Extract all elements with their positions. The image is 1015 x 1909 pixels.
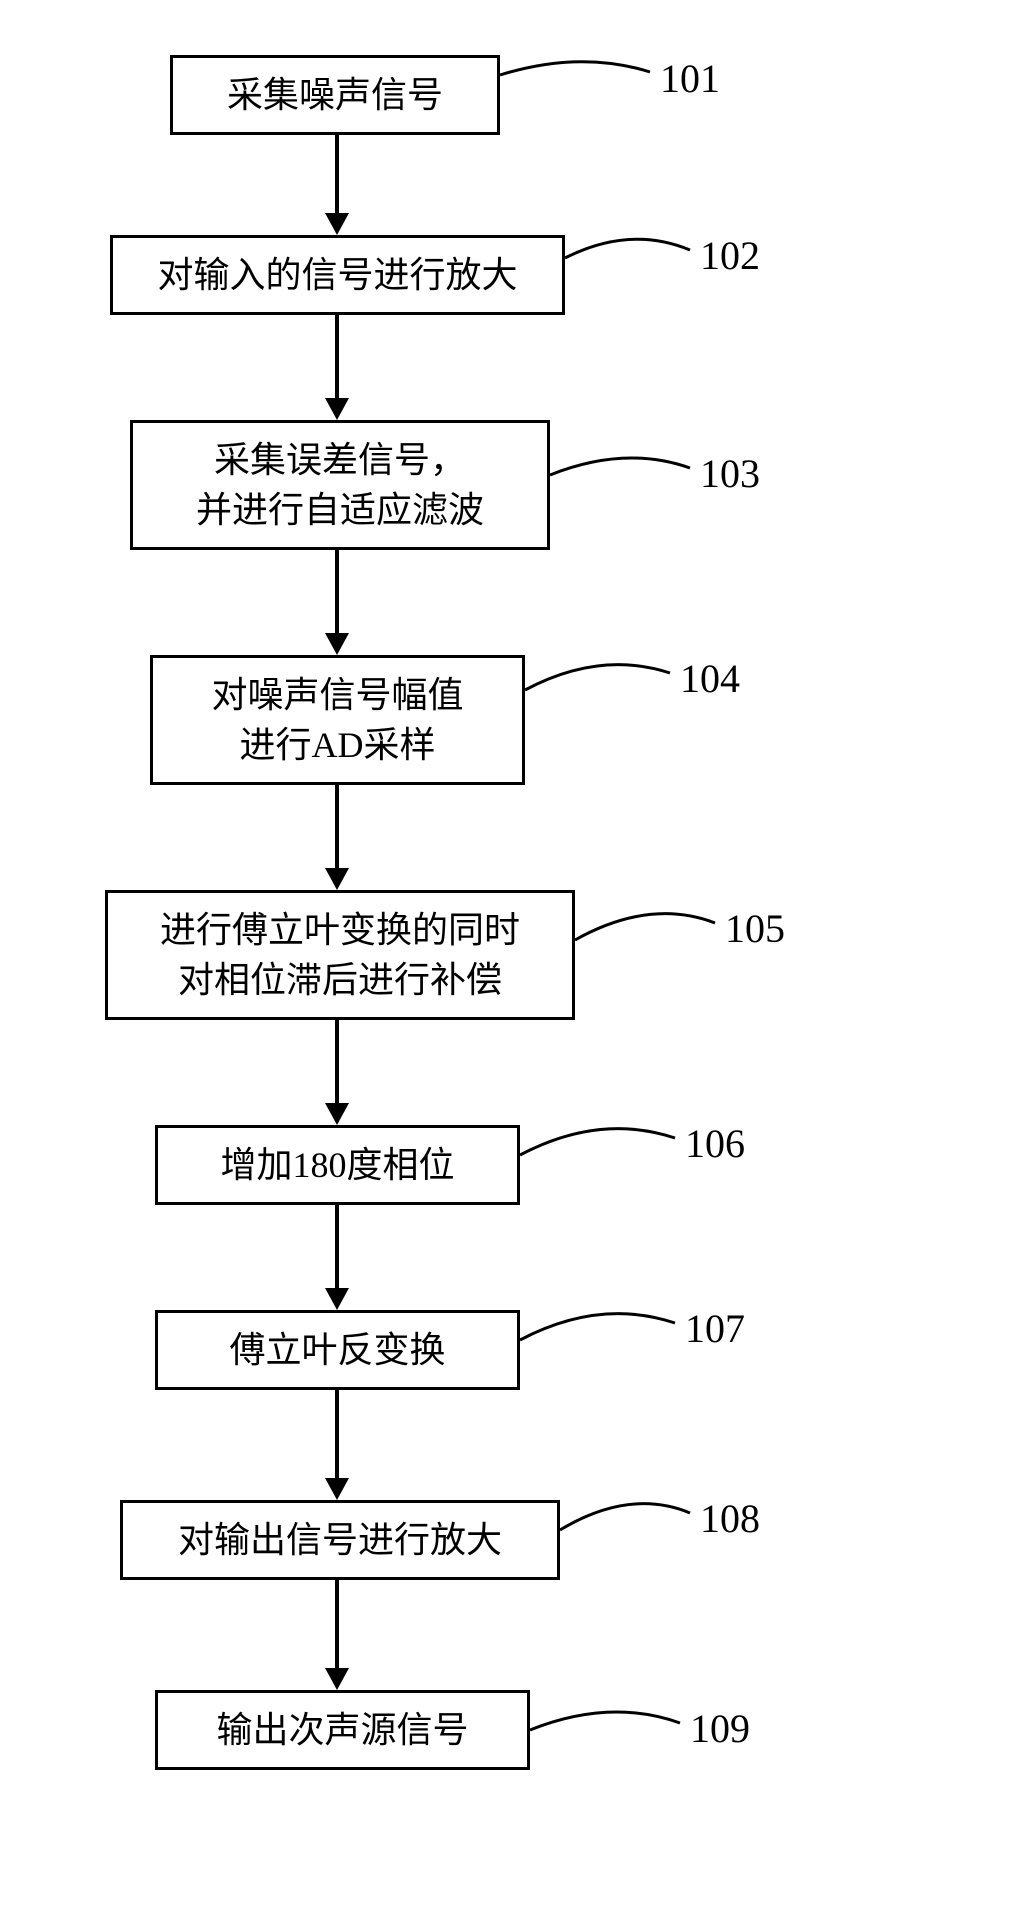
label-104: 104 (680, 655, 740, 702)
arrow-head-5 (325, 1103, 349, 1125)
arrow-5 (335, 1020, 339, 1103)
node-text: 傅立叶反变换 (229, 1325, 445, 1375)
label-109: 109 (690, 1705, 750, 1752)
arrow-4 (335, 785, 339, 868)
arrow-6 (335, 1205, 339, 1288)
node-text: 增加180度相位 (220, 1140, 454, 1190)
node-109: 输出次声源信号 (155, 1690, 530, 1770)
node-106: 增加180度相位 (155, 1125, 520, 1205)
node-text: 输出次声源信号 (216, 1705, 468, 1755)
node-104: 对噪声信号幅值 进行AD采样 (150, 655, 525, 785)
arrow-head-2 (325, 398, 349, 420)
arrow-head-1 (325, 213, 349, 235)
node-105: 进行傅立叶变换的同时 对相位滞后进行补偿 (105, 890, 575, 1020)
node-108: 对输出信号进行放大 (120, 1500, 560, 1580)
label-101: 101 (660, 55, 720, 102)
flowchart-container: 采集噪声信号 101 对输入的信号进行放大 102 采集误差信号， 并进行自适应… (0, 0, 1015, 1909)
arrow-head-3 (325, 633, 349, 655)
label-108: 108 (700, 1495, 760, 1542)
node-text: 进行傅立叶变换的同时 对相位滞后进行补偿 (160, 905, 520, 1006)
arrow-head-7 (325, 1478, 349, 1500)
arrow-head-8 (325, 1668, 349, 1690)
label-102: 102 (700, 232, 760, 279)
label-107: 107 (685, 1305, 745, 1352)
node-text: 对输入的信号进行放大 (157, 250, 517, 300)
node-102: 对输入的信号进行放大 (110, 235, 565, 315)
node-text: 采集噪声信号 (227, 70, 443, 120)
arrow-3 (335, 550, 339, 633)
label-106: 106 (685, 1120, 745, 1167)
node-103: 采集误差信号， 并进行自适应滤波 (130, 420, 550, 550)
arrow-7 (335, 1390, 339, 1478)
arrow-head-6 (325, 1288, 349, 1310)
node-107: 傅立叶反变换 (155, 1310, 520, 1390)
node-text: 采集误差信号， 并进行自适应滤波 (196, 435, 484, 536)
label-105: 105 (725, 905, 785, 952)
node-text: 对输出信号进行放大 (178, 1515, 502, 1565)
node-101: 采集噪声信号 (170, 55, 500, 135)
arrow-8 (335, 1580, 339, 1668)
arrow-head-4 (325, 868, 349, 890)
arrow-2 (335, 315, 339, 398)
label-103: 103 (700, 450, 760, 497)
node-text: 对噪声信号幅值 进行AD采样 (211, 670, 463, 771)
arrow-1 (335, 135, 339, 213)
